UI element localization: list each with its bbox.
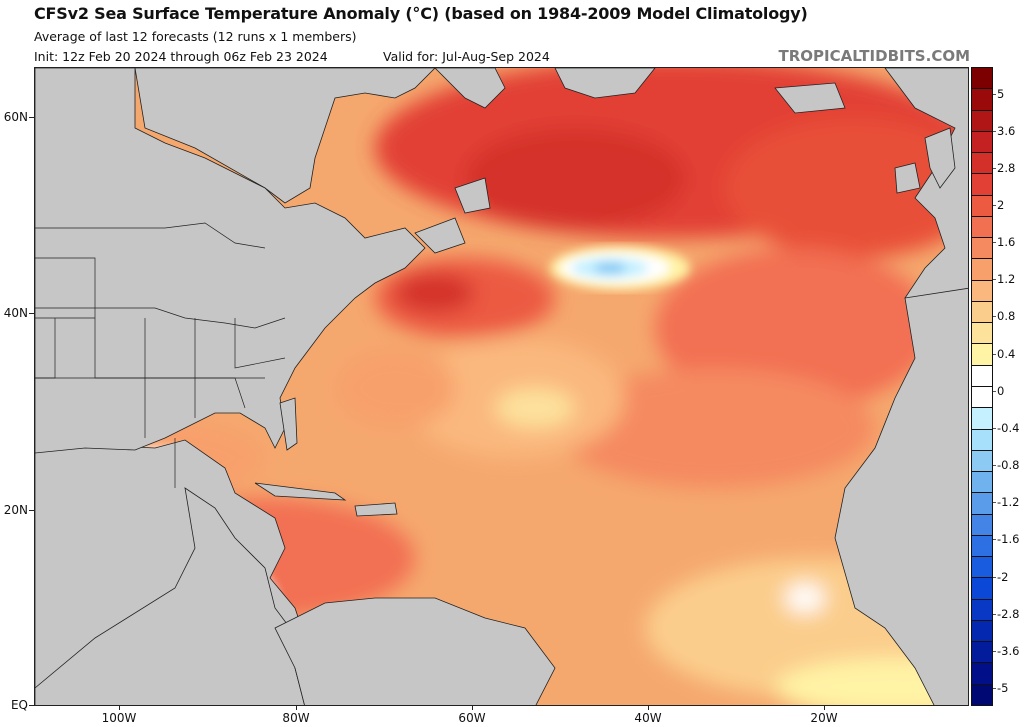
colorbar-tick bbox=[993, 502, 996, 504]
colorbar-segment bbox=[972, 153, 992, 175]
lat-tick bbox=[29, 510, 34, 511]
colorbar-segment bbox=[972, 578, 992, 600]
lon-label-60w: 60W bbox=[458, 711, 486, 725]
chart-title: CFSv2 Sea Surface Temperature Anomaly (°… bbox=[34, 4, 808, 23]
colorbar-segment bbox=[972, 493, 992, 515]
brand-watermark: TROPICALTIDBITS.COM bbox=[778, 47, 971, 65]
colorbar-tick bbox=[993, 427, 996, 429]
colorbar-tick bbox=[993, 465, 996, 467]
colorbar-segment bbox=[972, 663, 992, 685]
colorbar-segment bbox=[972, 408, 992, 430]
colorbar-segment bbox=[972, 131, 992, 154]
colorbar-label: 2 bbox=[997, 198, 1005, 213]
colorbar-label: -1.2 bbox=[997, 495, 1020, 510]
lon-label-20w: 20W bbox=[810, 711, 838, 725]
colorbar-tick bbox=[993, 353, 996, 355]
colorbar-segment bbox=[972, 344, 992, 366]
colorbar-segment bbox=[972, 599, 992, 621]
lat-tick bbox=[29, 313, 34, 314]
lon-tick bbox=[296, 706, 297, 710]
colorbar-segment bbox=[972, 450, 992, 473]
colorbar-label: -2.8 bbox=[997, 606, 1020, 621]
colorbar-segment bbox=[972, 195, 992, 217]
colorbar-segment bbox=[972, 429, 992, 451]
colorbar-segment bbox=[972, 301, 992, 324]
political-borders bbox=[35, 222, 286, 488]
colorbar-label: -2 bbox=[997, 569, 1009, 584]
colorbar-segment bbox=[972, 216, 992, 239]
lat-label-40n: 40N bbox=[3, 306, 28, 320]
colorbar-label: 1.2 bbox=[997, 272, 1016, 287]
lon-label-40w: 40W bbox=[634, 711, 662, 725]
colorbar-label: -1.6 bbox=[997, 532, 1020, 547]
colorbar-segment bbox=[972, 535, 992, 558]
lat-label-20n: 20N bbox=[3, 503, 28, 517]
colorbar-segment bbox=[972, 557, 992, 579]
colorbar-label: -3.6 bbox=[997, 643, 1020, 658]
colorbar-tick bbox=[993, 242, 996, 244]
colorbar-label: -0.8 bbox=[997, 458, 1020, 473]
colorbar bbox=[971, 67, 993, 706]
lon-tick bbox=[824, 706, 825, 710]
colorbar-tick bbox=[993, 130, 996, 132]
lon-label-80w: 80W bbox=[282, 711, 310, 725]
colorbar-segment bbox=[972, 68, 992, 90]
colorbar-label: -5 bbox=[997, 680, 1009, 695]
africa bbox=[834, 287, 968, 705]
colorbar-tick bbox=[993, 613, 996, 615]
colorbar-segment bbox=[972, 280, 992, 302]
colorbar-tick bbox=[993, 576, 996, 578]
colorbar-segment bbox=[972, 514, 992, 536]
colorbar-segment bbox=[972, 365, 992, 387]
colorbar-tick bbox=[993, 316, 996, 318]
colorbar-segment bbox=[972, 110, 992, 132]
lat-label-eq: EQ bbox=[10, 698, 28, 712]
colorbar-tick bbox=[993, 93, 996, 95]
colorbar-label: 3.6 bbox=[997, 123, 1016, 138]
lat-label-60n: 60N bbox=[3, 110, 28, 124]
lon-label-100w: 100W bbox=[101, 711, 137, 725]
colorbar-tick bbox=[993, 279, 996, 281]
colorbar-segment bbox=[972, 386, 992, 409]
colorbar-segment bbox=[972, 472, 992, 494]
colorbar-tick bbox=[993, 687, 996, 689]
colorbar-segment bbox=[972, 684, 992, 705]
lat-tick bbox=[29, 705, 34, 706]
land-masses bbox=[35, 68, 968, 705]
map-canvas bbox=[35, 68, 968, 705]
colorbar-label: -0.4 bbox=[997, 420, 1020, 435]
colorbar-label: 2.8 bbox=[997, 160, 1016, 175]
lon-tick bbox=[119, 706, 120, 710]
colorbar-label: 5 bbox=[997, 86, 1005, 101]
colorbar-label: 0 bbox=[997, 383, 1005, 398]
colorbar-segment bbox=[972, 620, 992, 643]
colorbar-segment bbox=[972, 642, 992, 664]
lat-tick bbox=[29, 117, 34, 118]
lon-tick bbox=[648, 706, 649, 710]
chart-subtitle: Average of last 12 forecasts (12 runs x … bbox=[34, 29, 357, 44]
init-time: Init: 12z Feb 20 2024 through 06z Feb 23… bbox=[34, 49, 328, 64]
colorbar-segment bbox=[972, 323, 992, 345]
colorbar-label: 0.8 bbox=[997, 309, 1016, 324]
colorbar-tick bbox=[993, 205, 996, 207]
colorbar-segment bbox=[972, 89, 992, 111]
south-america bbox=[274, 597, 556, 705]
colorbar-label: 0.4 bbox=[997, 346, 1016, 361]
colorbar-segment bbox=[972, 174, 992, 196]
colorbar-tick bbox=[993, 390, 996, 392]
lon-tick bbox=[472, 706, 473, 710]
colorbar-tick bbox=[993, 650, 996, 652]
colorbar-label: 1.6 bbox=[997, 235, 1016, 250]
valid-period: Valid for: Jul-Aug-Sep 2024 bbox=[383, 49, 550, 64]
sst-anomaly-map bbox=[34, 67, 969, 706]
colorbar-tick bbox=[993, 167, 996, 169]
colorbar-tick bbox=[993, 539, 996, 541]
colorbar-segment bbox=[972, 259, 992, 281]
colorbar-segment bbox=[972, 238, 992, 260]
